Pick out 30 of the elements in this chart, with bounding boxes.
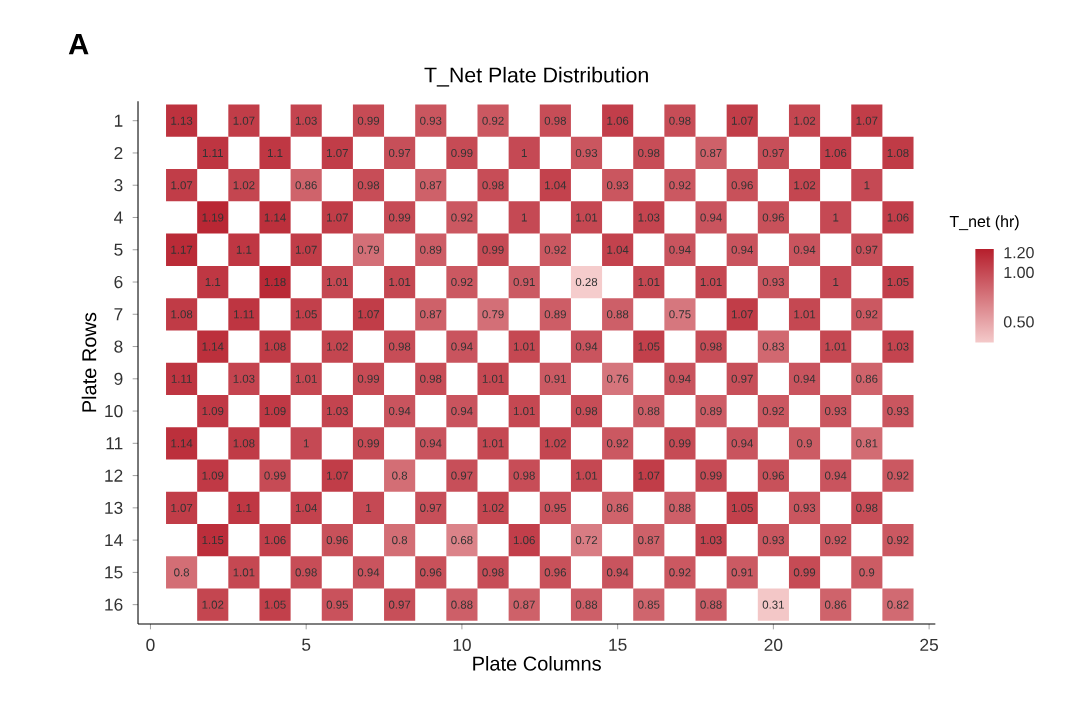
color-bar-label: 1.00: [1004, 266, 1034, 279]
x-tick-label: 0: [146, 638, 155, 652]
y-tick-label: 7: [114, 308, 123, 321]
y-tick-label: 11: [106, 437, 123, 450]
x-tick-label: 20: [764, 638, 783, 652]
x-tick-label: 10: [453, 638, 471, 652]
y-tick-label: 3: [114, 179, 123, 192]
y-axis-title: Plate Rows: [81, 312, 97, 412]
x-tick-label: 5: [302, 638, 311, 651]
y-tick-label: 5: [114, 243, 123, 256]
color-bar-label: 1.20: [1004, 246, 1034, 259]
x-tick-label: 25: [920, 638, 939, 652]
y-tick-label: 8: [114, 340, 123, 353]
y-tick-label: 15: [105, 566, 123, 579]
chart-title: T_Net Plate Distribution: [424, 66, 648, 87]
y-tick-label: 16: [105, 598, 123, 611]
color-bar-title: T_net (hr): [949, 215, 1019, 231]
x-axis-title: Plate Columns: [473, 656, 601, 671]
y-tick-label: 9: [114, 372, 123, 385]
y-tick-label: 12: [105, 469, 123, 482]
y-tick-label: 4: [114, 211, 123, 224]
y-tick-label: 1: [114, 114, 123, 127]
text: A: [68, 34, 89, 55]
y-tick-label: 10: [105, 404, 123, 418]
y-tick-label: 14: [105, 534, 123, 547]
x-tick-label: 15: [609, 638, 627, 651]
y-tick-label: 6: [114, 275, 123, 289]
y-tick-label: 2: [114, 146, 123, 160]
y-tick-label: 13: [105, 501, 123, 514]
color-bar-label: 0.50: [1003, 316, 1034, 328]
